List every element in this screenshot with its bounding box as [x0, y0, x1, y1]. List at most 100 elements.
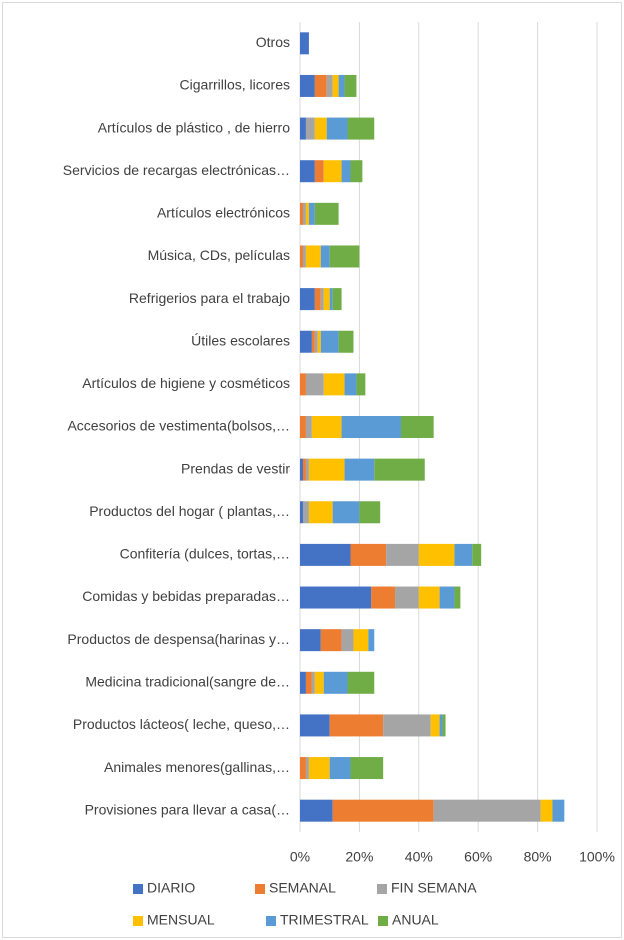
bar-segment	[300, 629, 321, 652]
bar-segment	[300, 330, 312, 353]
bar-segment	[311, 671, 315, 694]
y-tick-label: Comidas y bebidas preparadas…	[82, 588, 290, 604]
legend-label: SEMANAL	[269, 880, 336, 896]
y-tick-label: Productos lácteos( leche, queso,…	[73, 716, 290, 732]
bar-segment	[439, 586, 455, 609]
y-tick-label: Cigarrillos, licores	[180, 77, 290, 93]
bar-segment	[326, 117, 348, 140]
bar-segment	[329, 714, 384, 737]
y-tick-label: Música, CDs, películas	[148, 247, 290, 263]
bar-segment	[386, 543, 419, 566]
bar-segment	[308, 501, 333, 524]
bar-segment	[320, 629, 342, 652]
legend-swatch	[378, 916, 388, 926]
bar-segment	[300, 586, 372, 609]
bar-segment	[314, 117, 327, 140]
bar-segment	[323, 671, 348, 694]
bar-segment	[305, 373, 324, 396]
bar-segment	[395, 586, 419, 609]
bar-segment	[383, 714, 431, 737]
bar-segment	[332, 288, 342, 311]
legend-label: FIN SEMANA	[391, 880, 477, 896]
y-tick-label: Accesorios de vestimenta(bolsos,…	[67, 418, 290, 434]
legend-label: ANUAL	[392, 912, 439, 928]
bar-segment	[300, 714, 330, 737]
y-tick-label: Productos de despensa(harinas y…	[67, 631, 290, 647]
bar-segment	[311, 330, 315, 353]
bar-segment	[308, 458, 345, 481]
bar-segment	[302, 202, 306, 225]
bar-segment	[341, 160, 351, 183]
bar-segment	[300, 160, 315, 183]
y-tick-label: Confitería (dulces, tortas,…	[120, 546, 290, 562]
bar-segment	[300, 373, 306, 396]
bar-segment	[302, 245, 306, 268]
bar-segment	[300, 117, 306, 140]
bar-segment	[454, 586, 461, 609]
bar-segment	[305, 117, 315, 140]
bar-segment	[430, 714, 440, 737]
bar-segment	[314, 202, 339, 225]
y-tick-label: Provisiones para llevar a casa(…	[85, 801, 290, 817]
bar-segment	[350, 757, 384, 780]
x-tick-label: 80%	[524, 849, 552, 865]
bar-segment	[314, 74, 327, 97]
y-tick-label: Servicios de recargas electrónicas…	[63, 162, 290, 178]
bar-segment	[320, 245, 330, 268]
legend-label: MENSUAL	[147, 912, 215, 928]
bar-segment	[442, 714, 446, 737]
bar-segment	[418, 586, 440, 609]
y-tick-label: Artículos de higiene y cosméticos	[82, 375, 290, 391]
bar-segment	[300, 245, 303, 268]
bar-segment	[341, 416, 401, 438]
bar-segment	[323, 288, 330, 311]
bar-segment	[540, 799, 553, 822]
x-tick-label: 40%	[405, 849, 433, 865]
bar-segment	[338, 330, 354, 353]
bar-segment	[341, 629, 354, 652]
bar-segment	[329, 245, 360, 268]
bar-segment	[314, 288, 321, 311]
bar-segment	[305, 416, 312, 438]
bar-segment	[552, 799, 565, 822]
bar-segment	[300, 288, 315, 311]
bar-segment	[433, 799, 541, 822]
bar-segment	[317, 330, 321, 353]
x-tick-label: 100%	[579, 849, 615, 865]
bar-segment	[300, 458, 303, 481]
bar-segment	[374, 458, 425, 481]
bar-segment	[332, 501, 360, 524]
bar-segment	[326, 74, 333, 97]
bar-segment	[320, 330, 339, 353]
bar-segment	[302, 458, 306, 481]
legend-label: TRIMESTRAL	[280, 912, 369, 928]
bar-segment	[329, 757, 351, 780]
y-tick-label: Artículos de plástico , de hierro	[98, 119, 290, 135]
bar-segment	[350, 543, 387, 566]
bar-segment	[305, 757, 309, 780]
bar-segment	[344, 458, 375, 481]
legend-swatch	[255, 884, 265, 894]
bar-segment	[338, 74, 345, 97]
bar-segment	[300, 202, 303, 225]
bar-segment	[332, 74, 339, 97]
bar-segment	[371, 586, 396, 609]
bar-segment	[305, 245, 321, 268]
bar-segment	[300, 799, 333, 822]
bar-segment	[329, 288, 333, 311]
bar-segment	[368, 629, 375, 652]
x-tick-label: 60%	[464, 849, 492, 865]
bar-segment	[314, 330, 318, 353]
bar-segment	[454, 543, 473, 566]
bar-segment	[305, 202, 309, 225]
bar-segment	[300, 543, 351, 566]
y-tick-label: Productos del hogar ( plantas,…	[89, 503, 290, 519]
y-tick-label: Útiles escolares	[191, 332, 290, 348]
bar-segment	[350, 160, 363, 183]
y-tick-label: Animales menores(gallinas,…	[104, 759, 290, 775]
bar-segment	[356, 373, 366, 396]
y-tick-label: Otros	[256, 34, 290, 50]
bar-segment	[439, 714, 443, 737]
bar-segment	[347, 671, 375, 694]
